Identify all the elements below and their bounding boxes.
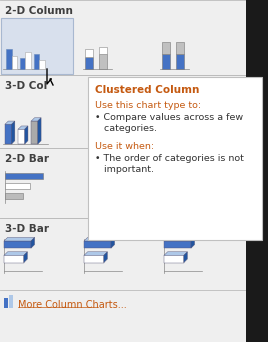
Polygon shape bbox=[31, 237, 35, 248]
Bar bbox=[0, 0, 246, 17]
Bar bbox=[84, 255, 104, 263]
Bar bbox=[4, 255, 24, 263]
Bar bbox=[176, 42, 184, 54]
Bar bbox=[31, 121, 38, 144]
Polygon shape bbox=[38, 118, 41, 144]
Bar bbox=[1, 18, 73, 74]
Bar bbox=[9, 295, 13, 308]
Polygon shape bbox=[84, 252, 107, 255]
Bar bbox=[88, 77, 262, 240]
Bar bbox=[0, 290, 246, 320]
Bar bbox=[164, 255, 184, 263]
Bar bbox=[164, 241, 191, 248]
Bar bbox=[176, 54, 184, 69]
Polygon shape bbox=[5, 121, 15, 124]
Text: 3-D Bar: 3-D Bar bbox=[5, 224, 49, 234]
Polygon shape bbox=[164, 252, 187, 255]
Bar bbox=[5, 173, 43, 179]
Bar bbox=[4, 298, 8, 308]
Polygon shape bbox=[104, 252, 107, 263]
Bar bbox=[20, 58, 25, 69]
Bar bbox=[4, 241, 31, 248]
Text: Clustered Column: Clustered Column bbox=[95, 85, 199, 95]
Polygon shape bbox=[164, 237, 195, 241]
Polygon shape bbox=[111, 237, 115, 248]
Text: • Compare values across a few: • Compare values across a few bbox=[95, 113, 243, 122]
Polygon shape bbox=[31, 118, 41, 121]
Bar bbox=[0, 148, 246, 165]
Bar bbox=[5, 124, 12, 144]
Polygon shape bbox=[12, 121, 15, 144]
Polygon shape bbox=[25, 126, 28, 144]
Polygon shape bbox=[191, 237, 195, 248]
Bar bbox=[5, 193, 23, 199]
Bar bbox=[6, 49, 12, 69]
Polygon shape bbox=[24, 252, 27, 263]
Bar bbox=[34, 54, 39, 69]
Bar bbox=[25, 52, 31, 69]
Polygon shape bbox=[184, 252, 187, 263]
Text: Use this chart type to:: Use this chart type to: bbox=[95, 101, 201, 110]
Text: important.: important. bbox=[95, 165, 154, 174]
Bar bbox=[84, 241, 111, 248]
Polygon shape bbox=[4, 252, 27, 255]
Bar bbox=[162, 54, 170, 69]
Text: 3-D Col: 3-D Col bbox=[5, 81, 47, 91]
Bar bbox=[0, 75, 246, 92]
Bar bbox=[5, 183, 30, 189]
Bar bbox=[162, 42, 170, 54]
Bar bbox=[99, 47, 107, 54]
Bar bbox=[18, 129, 25, 144]
Text: 2-D Bar: 2-D Bar bbox=[5, 154, 49, 164]
Text: categories.: categories. bbox=[95, 124, 157, 133]
Bar bbox=[39, 60, 45, 69]
Bar bbox=[0, 218, 246, 235]
Bar bbox=[99, 54, 107, 69]
Polygon shape bbox=[4, 237, 35, 241]
Text: More Column Charts...: More Column Charts... bbox=[18, 300, 127, 310]
Polygon shape bbox=[18, 126, 28, 129]
Bar bbox=[85, 49, 93, 57]
Polygon shape bbox=[84, 237, 115, 241]
Bar bbox=[12, 56, 17, 69]
Bar bbox=[246, 0, 268, 342]
Text: Use it when:: Use it when: bbox=[95, 142, 154, 151]
Text: 2-D Column: 2-D Column bbox=[5, 6, 73, 16]
Text: • The order of categories is not: • The order of categories is not bbox=[95, 154, 244, 163]
Bar bbox=[85, 57, 93, 69]
